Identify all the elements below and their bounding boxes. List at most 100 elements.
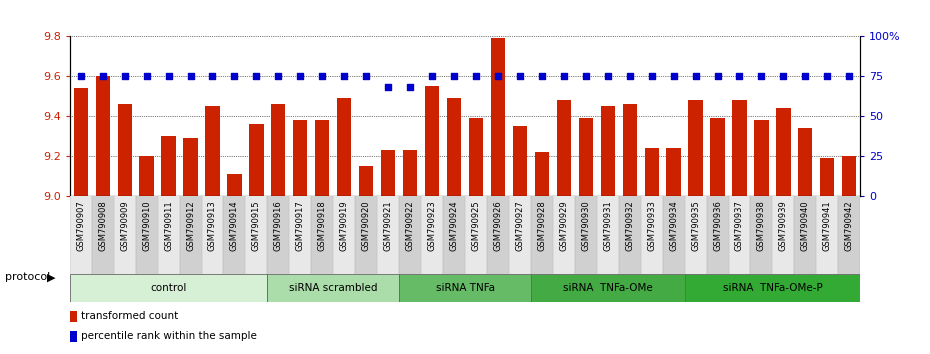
Text: GSM790926: GSM790926 <box>494 200 502 251</box>
Bar <box>136 196 157 274</box>
Bar <box>618 196 641 274</box>
Text: GSM790933: GSM790933 <box>647 200 657 251</box>
Text: GSM790912: GSM790912 <box>186 200 195 251</box>
Text: GSM790936: GSM790936 <box>713 200 722 251</box>
Point <box>359 73 374 79</box>
Point <box>249 73 264 79</box>
Point <box>380 84 395 90</box>
Text: GSM790932: GSM790932 <box>625 200 634 251</box>
Bar <box>465 196 487 274</box>
Point <box>271 73 286 79</box>
Text: GSM790942: GSM790942 <box>844 200 854 251</box>
Text: GSM790921: GSM790921 <box>384 200 392 251</box>
Bar <box>113 196 136 274</box>
Point <box>600 73 615 79</box>
Bar <box>272 104 286 196</box>
Point <box>293 73 308 79</box>
Bar <box>820 158 834 196</box>
Point <box>622 73 637 79</box>
Bar <box>491 38 505 196</box>
Bar <box>227 174 242 196</box>
Bar <box>179 196 202 274</box>
Bar <box>578 118 593 196</box>
Bar <box>70 331 77 342</box>
Text: ▶: ▶ <box>47 272 56 282</box>
Point <box>578 73 593 79</box>
Bar <box>312 196 333 274</box>
Bar <box>378 196 399 274</box>
Text: GSM790927: GSM790927 <box>515 200 525 251</box>
Bar <box>157 196 179 274</box>
Point <box>446 73 461 79</box>
Bar <box>644 148 658 196</box>
Text: GSM790922: GSM790922 <box>405 200 415 251</box>
Bar <box>359 166 373 196</box>
Text: siRNA TNFa: siRNA TNFa <box>435 283 495 293</box>
Bar <box>425 86 439 196</box>
Text: GSM790908: GSM790908 <box>99 200 107 251</box>
Bar <box>399 196 421 274</box>
Point <box>711 73 725 79</box>
Point <box>535 73 550 79</box>
Bar <box>355 196 378 274</box>
Point <box>644 73 659 79</box>
Bar <box>773 196 794 274</box>
Bar <box>622 104 637 196</box>
Text: GSM790924: GSM790924 <box>449 200 458 251</box>
Bar <box>509 196 531 274</box>
Bar <box>399 274 531 302</box>
Bar <box>70 196 92 274</box>
Bar <box>70 311 77 322</box>
Bar <box>337 98 352 196</box>
Bar <box>315 120 329 196</box>
Bar <box>817 196 838 274</box>
Bar <box>92 196 113 274</box>
Text: GSM790916: GSM790916 <box>273 200 283 251</box>
Bar <box>684 196 707 274</box>
Text: GSM790925: GSM790925 <box>472 200 481 251</box>
Point <box>469 73 484 79</box>
Bar <box>798 128 813 196</box>
Bar <box>843 156 857 196</box>
Text: GSM790937: GSM790937 <box>735 200 744 251</box>
Text: GSM790929: GSM790929 <box>559 200 568 251</box>
Bar <box>512 126 527 196</box>
Text: GSM790917: GSM790917 <box>296 200 305 251</box>
Text: GSM790911: GSM790911 <box>164 200 173 251</box>
Bar <box>202 196 223 274</box>
Text: siRNA scrambled: siRNA scrambled <box>289 283 378 293</box>
Text: siRNA  TNFa-OMe: siRNA TNFa-OMe <box>563 283 653 293</box>
Text: control: control <box>151 283 187 293</box>
Text: transformed count: transformed count <box>81 312 178 321</box>
Point <box>117 73 132 79</box>
Text: GSM790938: GSM790938 <box>757 200 766 251</box>
Point <box>403 84 418 90</box>
Point <box>798 73 813 79</box>
Bar <box>641 196 662 274</box>
Text: GSM790941: GSM790941 <box>823 200 831 251</box>
Bar <box>249 124 263 196</box>
Text: GSM790930: GSM790930 <box>581 200 591 251</box>
Text: GSM790928: GSM790928 <box>538 200 546 251</box>
Bar <box>293 120 308 196</box>
Bar <box>469 118 483 196</box>
Text: GSM790920: GSM790920 <box>362 200 371 251</box>
Point <box>73 73 88 79</box>
Bar <box>487 196 509 274</box>
Point <box>95 73 110 79</box>
Text: GSM790923: GSM790923 <box>428 200 436 251</box>
Point <box>315 73 330 79</box>
Point <box>776 73 790 79</box>
Point <box>205 73 219 79</box>
Text: GSM790910: GSM790910 <box>142 200 151 251</box>
Bar <box>662 196 684 274</box>
Point <box>140 73 154 79</box>
Text: GSM790914: GSM790914 <box>230 200 239 251</box>
Text: GSM790913: GSM790913 <box>208 200 217 251</box>
Bar <box>333 196 355 274</box>
Bar <box>70 274 267 302</box>
Bar <box>381 150 395 196</box>
Bar <box>421 196 443 274</box>
Bar <box>728 196 751 274</box>
Bar <box>183 138 198 196</box>
